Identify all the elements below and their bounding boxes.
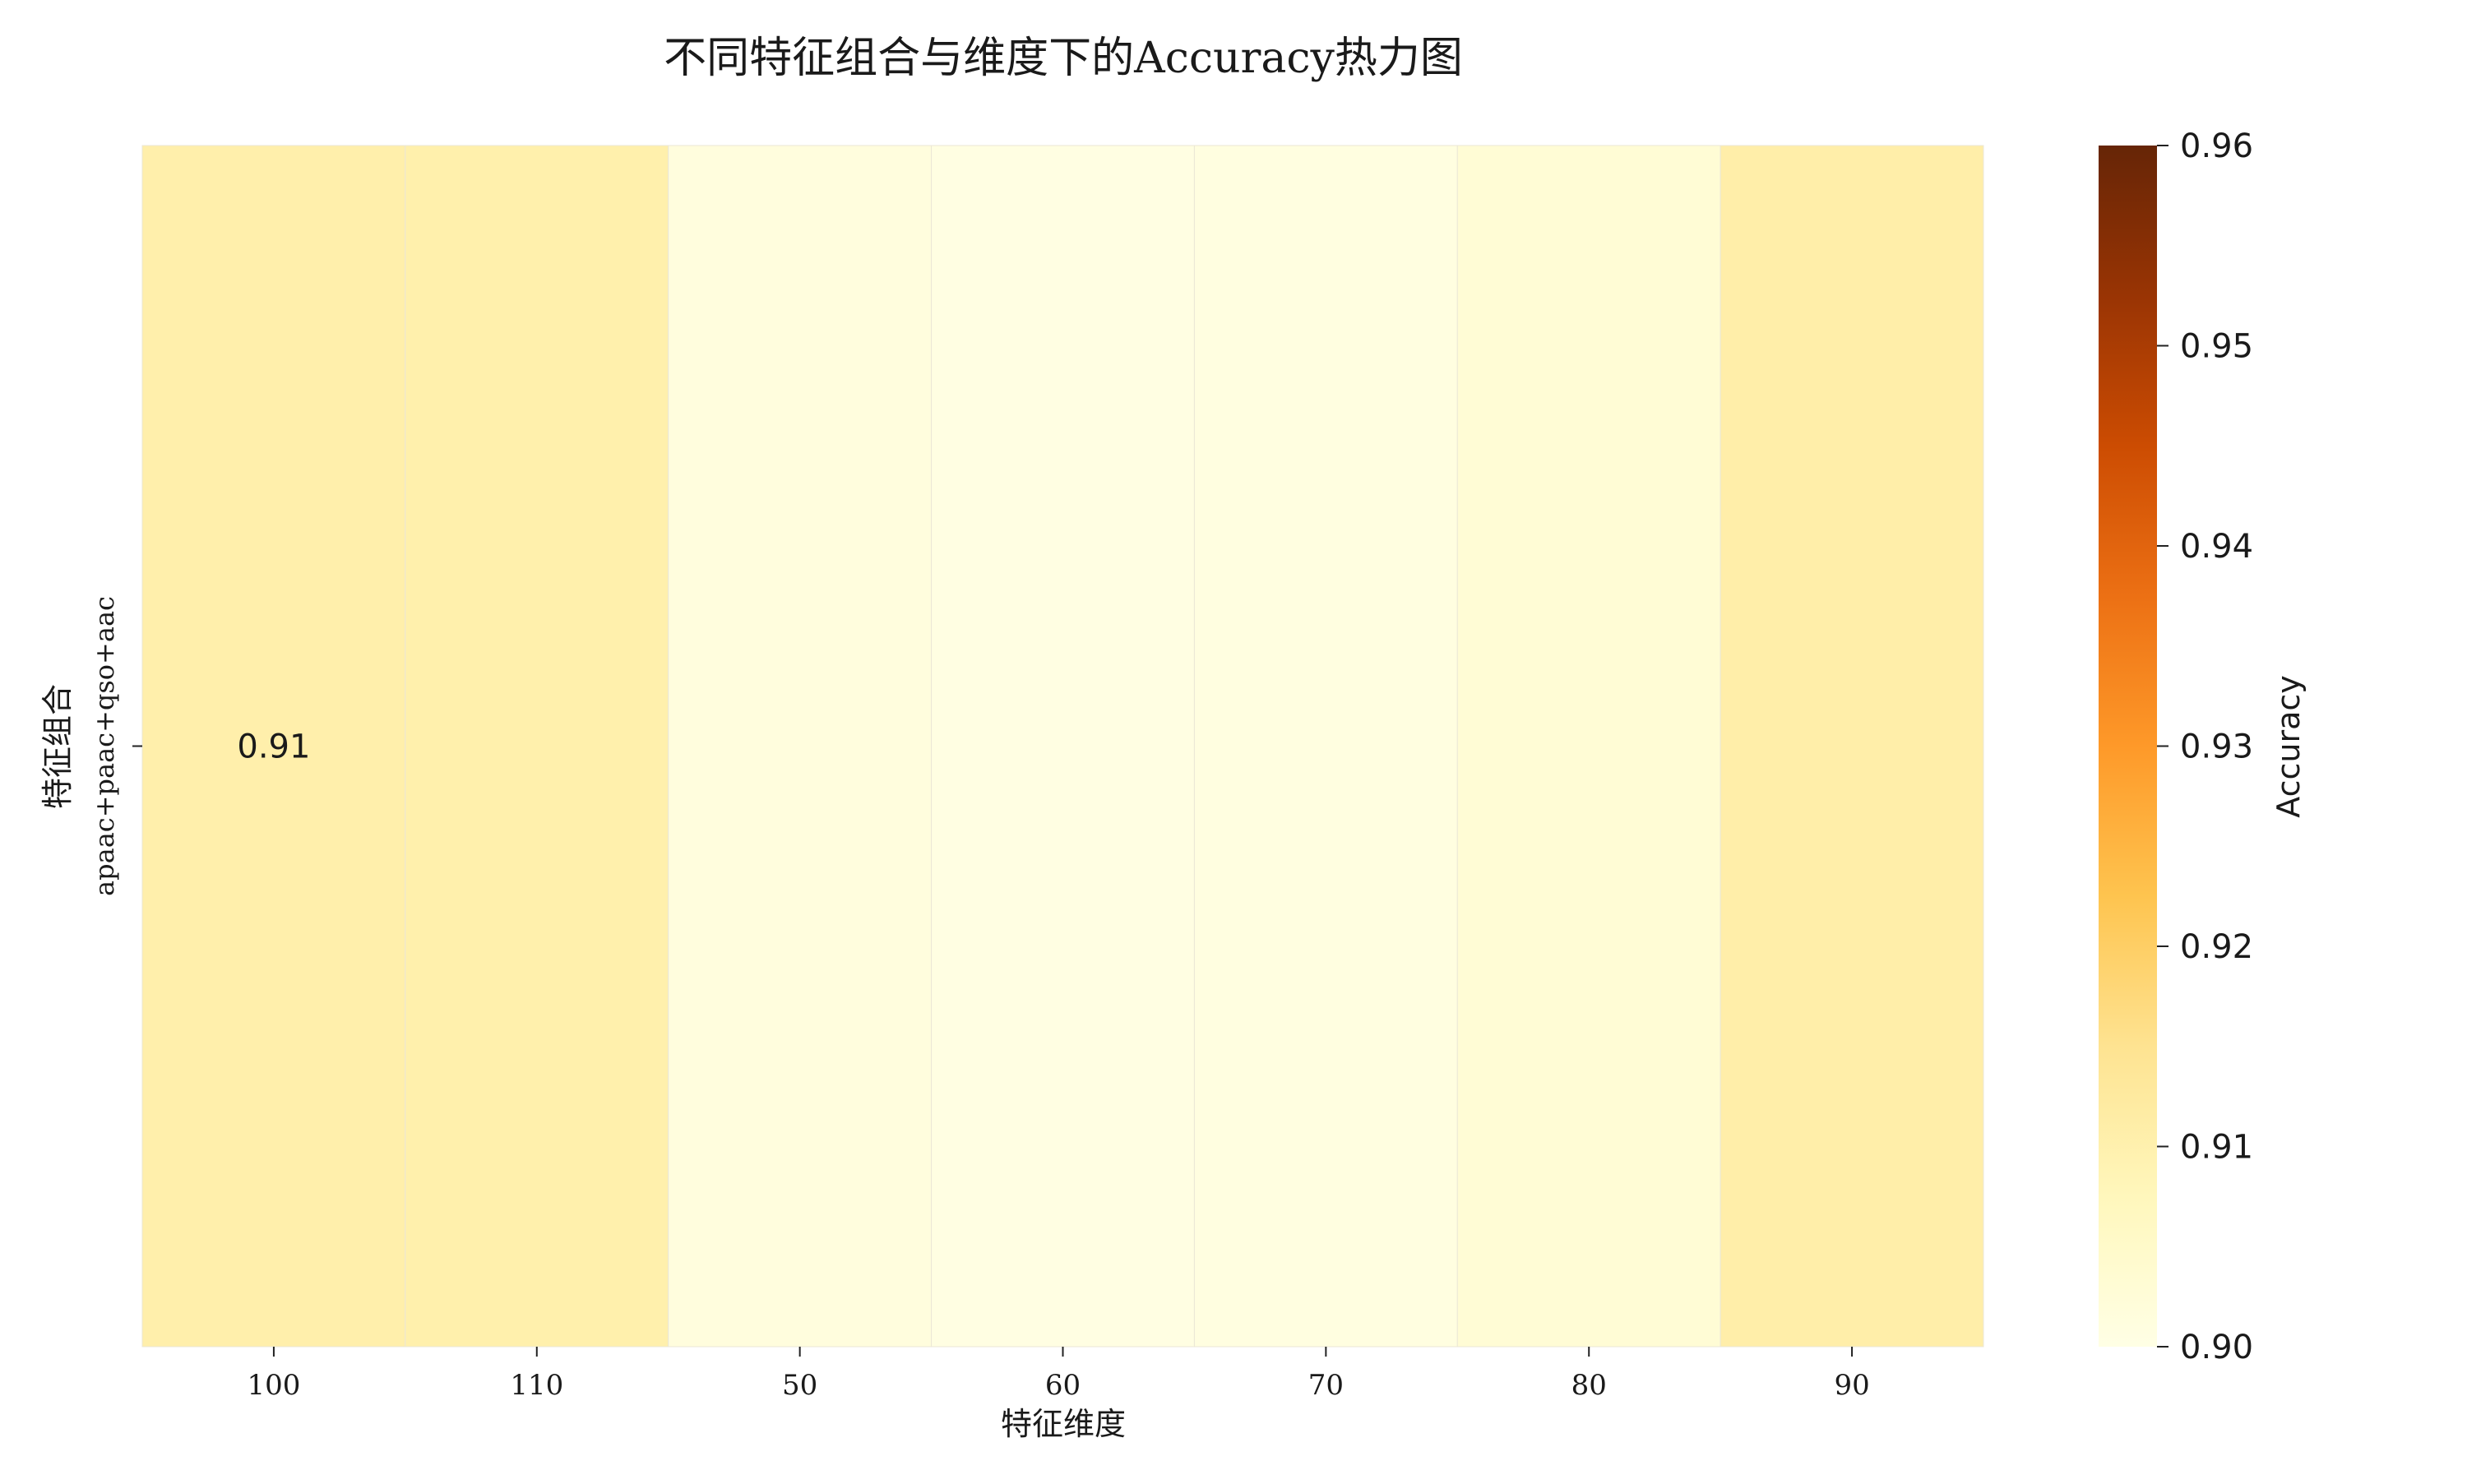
x-tick-label: 50 [782, 1369, 817, 1402]
x-tick-label: 100 [247, 1369, 300, 1402]
colorbar-label: Accuracy [2270, 675, 2307, 818]
heatmap-cell-80 [1457, 146, 1720, 1347]
x-axis-label: 特征维度 [1001, 1406, 1126, 1442]
heatmap-cell-60 [932, 146, 1195, 1347]
x-axis-ticks: 100 110 50 60 70 80 90 [247, 1347, 1869, 1402]
colorbar [2099, 146, 2157, 1347]
colorbar-tick-label: 0.96 [2180, 127, 2253, 165]
colorbar-ticks: 0.90 0.91 0.92 0.93 0.94 0.95 0.96 [2157, 127, 2253, 1366]
x-tick-label: 110 [510, 1369, 563, 1402]
colorbar-tick-label: 0.91 [2180, 1129, 2253, 1167]
colorbar-tick-label: 0.93 [2180, 728, 2253, 766]
x-tick-label: 70 [1308, 1369, 1344, 1402]
y-tick-label: apaac+paac+qso+aac [89, 596, 120, 896]
cell-annotations: 0.91 [237, 728, 310, 766]
y-axis-label: 特征组合 [39, 684, 76, 809]
colorbar-tick-label: 0.95 [2180, 328, 2253, 366]
heatmap-cell-70 [1194, 146, 1457, 1347]
x-tick-label: 80 [1571, 1369, 1607, 1402]
cell-annotation: 0.91 [237, 728, 310, 766]
heatmap-cell-90 [1720, 146, 1983, 1347]
chart-title: 不同特征组合与维度下的Accuracy热力图 [664, 34, 1463, 83]
heatmap-cell-110 [405, 146, 669, 1347]
colorbar-tick-label: 0.92 [2180, 928, 2253, 966]
x-tick-label: 60 [1045, 1369, 1081, 1402]
heatmap-cell-50 [669, 146, 932, 1347]
x-tick-label: 90 [1834, 1369, 1869, 1402]
heatmap-cells [142, 146, 1983, 1347]
y-axis-ticks: apaac+paac+qso+aac [89, 596, 142, 896]
colorbar-tick-label: 0.94 [2180, 528, 2253, 566]
colorbar-tick-label: 0.90 [2180, 1329, 2253, 1366]
